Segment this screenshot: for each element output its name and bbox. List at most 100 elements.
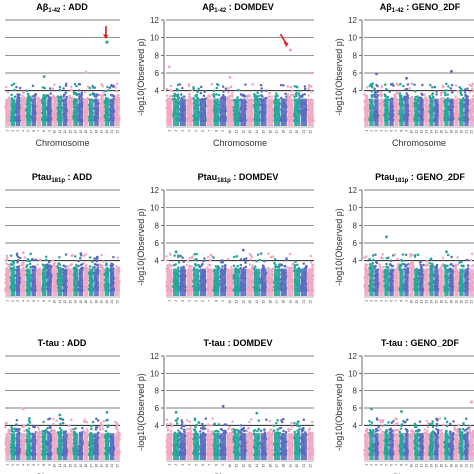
snp-point bbox=[185, 263, 189, 267]
snp-point bbox=[84, 265, 88, 268]
snp-point bbox=[456, 89, 460, 93]
x-tick-label: 1 bbox=[167, 130, 171, 132]
snp-point bbox=[220, 259, 224, 262]
snp-point bbox=[232, 264, 236, 268]
snp-point bbox=[77, 82, 81, 86]
snp-point bbox=[466, 95, 469, 98]
snp-band bbox=[414, 268, 419, 296]
snp-point bbox=[28, 262, 32, 266]
snp-point bbox=[203, 90, 206, 94]
snp-point bbox=[42, 93, 45, 97]
snp-point bbox=[224, 264, 227, 267]
x-tick-label: 4 bbox=[188, 300, 192, 302]
snp-point bbox=[251, 83, 255, 86]
snp-band bbox=[52, 98, 57, 126]
snp-band bbox=[389, 98, 394, 126]
snp-point bbox=[6, 256, 9, 260]
snp-point bbox=[390, 264, 394, 268]
snp-point bbox=[408, 87, 411, 90]
snp-band bbox=[404, 98, 409, 126]
snp-point bbox=[173, 92, 176, 96]
snp-band bbox=[173, 268, 180, 296]
x-tick-label: 19 bbox=[100, 300, 104, 304]
snp-band bbox=[83, 268, 89, 296]
snp-point bbox=[380, 93, 384, 97]
x-tick-label: 13 bbox=[248, 130, 252, 134]
snp-point bbox=[291, 89, 294, 93]
snp-point bbox=[62, 264, 65, 267]
snp-point bbox=[168, 95, 172, 98]
snp-point bbox=[279, 263, 283, 266]
title-subscript: 1-42 bbox=[392, 8, 405, 14]
snp-band bbox=[179, 98, 186, 126]
snp-point bbox=[180, 96, 184, 100]
snp-point bbox=[12, 266, 16, 269]
snp-point bbox=[44, 255, 48, 258]
panel-title: Ptau181p : GENO_2DF bbox=[375, 172, 465, 184]
x-tick-label: 8 bbox=[400, 130, 404, 132]
snp-point bbox=[196, 90, 199, 93]
snp-band bbox=[199, 98, 207, 126]
snp-point bbox=[441, 84, 445, 88]
snp-point bbox=[186, 259, 190, 262]
snp-point bbox=[201, 259, 205, 263]
snp-point bbox=[176, 266, 180, 269]
snp-band bbox=[10, 98, 16, 126]
x-tick-label: 5 bbox=[385, 130, 389, 132]
y-tick-label: 12 bbox=[150, 186, 159, 195]
snp-point bbox=[212, 256, 215, 259]
snp-point bbox=[459, 88, 463, 92]
snp-point bbox=[21, 90, 25, 94]
snp-point bbox=[379, 91, 383, 94]
snp-band bbox=[20, 268, 26, 296]
snp-point bbox=[403, 96, 406, 100]
snp-point bbox=[106, 89, 110, 92]
snp-band bbox=[186, 268, 193, 296]
snp-point bbox=[57, 262, 60, 265]
x-tick-label: 12 bbox=[63, 130, 67, 134]
snp-point bbox=[373, 87, 376, 91]
x-tick-label: 20 bbox=[460, 130, 464, 134]
snp-point bbox=[385, 87, 388, 91]
snp-point bbox=[423, 93, 426, 96]
snp-band bbox=[226, 98, 233, 126]
snp-point bbox=[175, 94, 178, 97]
snp-point bbox=[168, 263, 171, 266]
x-tick-label: 17 bbox=[275, 130, 279, 134]
snp-point bbox=[387, 266, 390, 269]
snp-point bbox=[103, 93, 107, 96]
y-axis-label: -log10(Observed p) bbox=[334, 38, 344, 116]
snp-point bbox=[182, 265, 185, 269]
snp-band bbox=[213, 268, 220, 296]
snp-point bbox=[88, 256, 92, 259]
x-tick-label: 13 bbox=[68, 130, 72, 134]
snp-band bbox=[115, 98, 120, 126]
snp-point bbox=[64, 253, 68, 256]
snp-point bbox=[100, 83, 103, 86]
x-tick-label: 22 bbox=[115, 300, 119, 304]
x-tick-label: 20 bbox=[295, 300, 299, 304]
x-tick-label: 14 bbox=[430, 130, 434, 134]
snp-band bbox=[424, 98, 429, 126]
x-tick-label: 2 bbox=[11, 300, 15, 302]
snp-point bbox=[177, 254, 180, 257]
snp-point bbox=[403, 263, 407, 266]
x-tick-label: 12 bbox=[420, 130, 424, 134]
snp-band bbox=[374, 98, 379, 126]
snp-point bbox=[26, 259, 29, 263]
panel-title: Ptau181p : DOMDEV bbox=[198, 172, 279, 184]
snp-point bbox=[380, 256, 383, 259]
snp-point bbox=[84, 70, 88, 74]
snp-point bbox=[243, 95, 246, 98]
snp-point bbox=[451, 91, 454, 94]
snp-point bbox=[309, 254, 313, 258]
x-tick-label: 14 bbox=[255, 130, 259, 134]
snp-band bbox=[364, 98, 369, 126]
snp-band bbox=[369, 268, 374, 296]
snp-point bbox=[21, 94, 24, 98]
snp-point bbox=[199, 85, 203, 89]
snp-band bbox=[434, 98, 439, 126]
snp-point bbox=[215, 93, 218, 96]
snp-point bbox=[444, 93, 447, 97]
snp-band bbox=[68, 268, 73, 296]
